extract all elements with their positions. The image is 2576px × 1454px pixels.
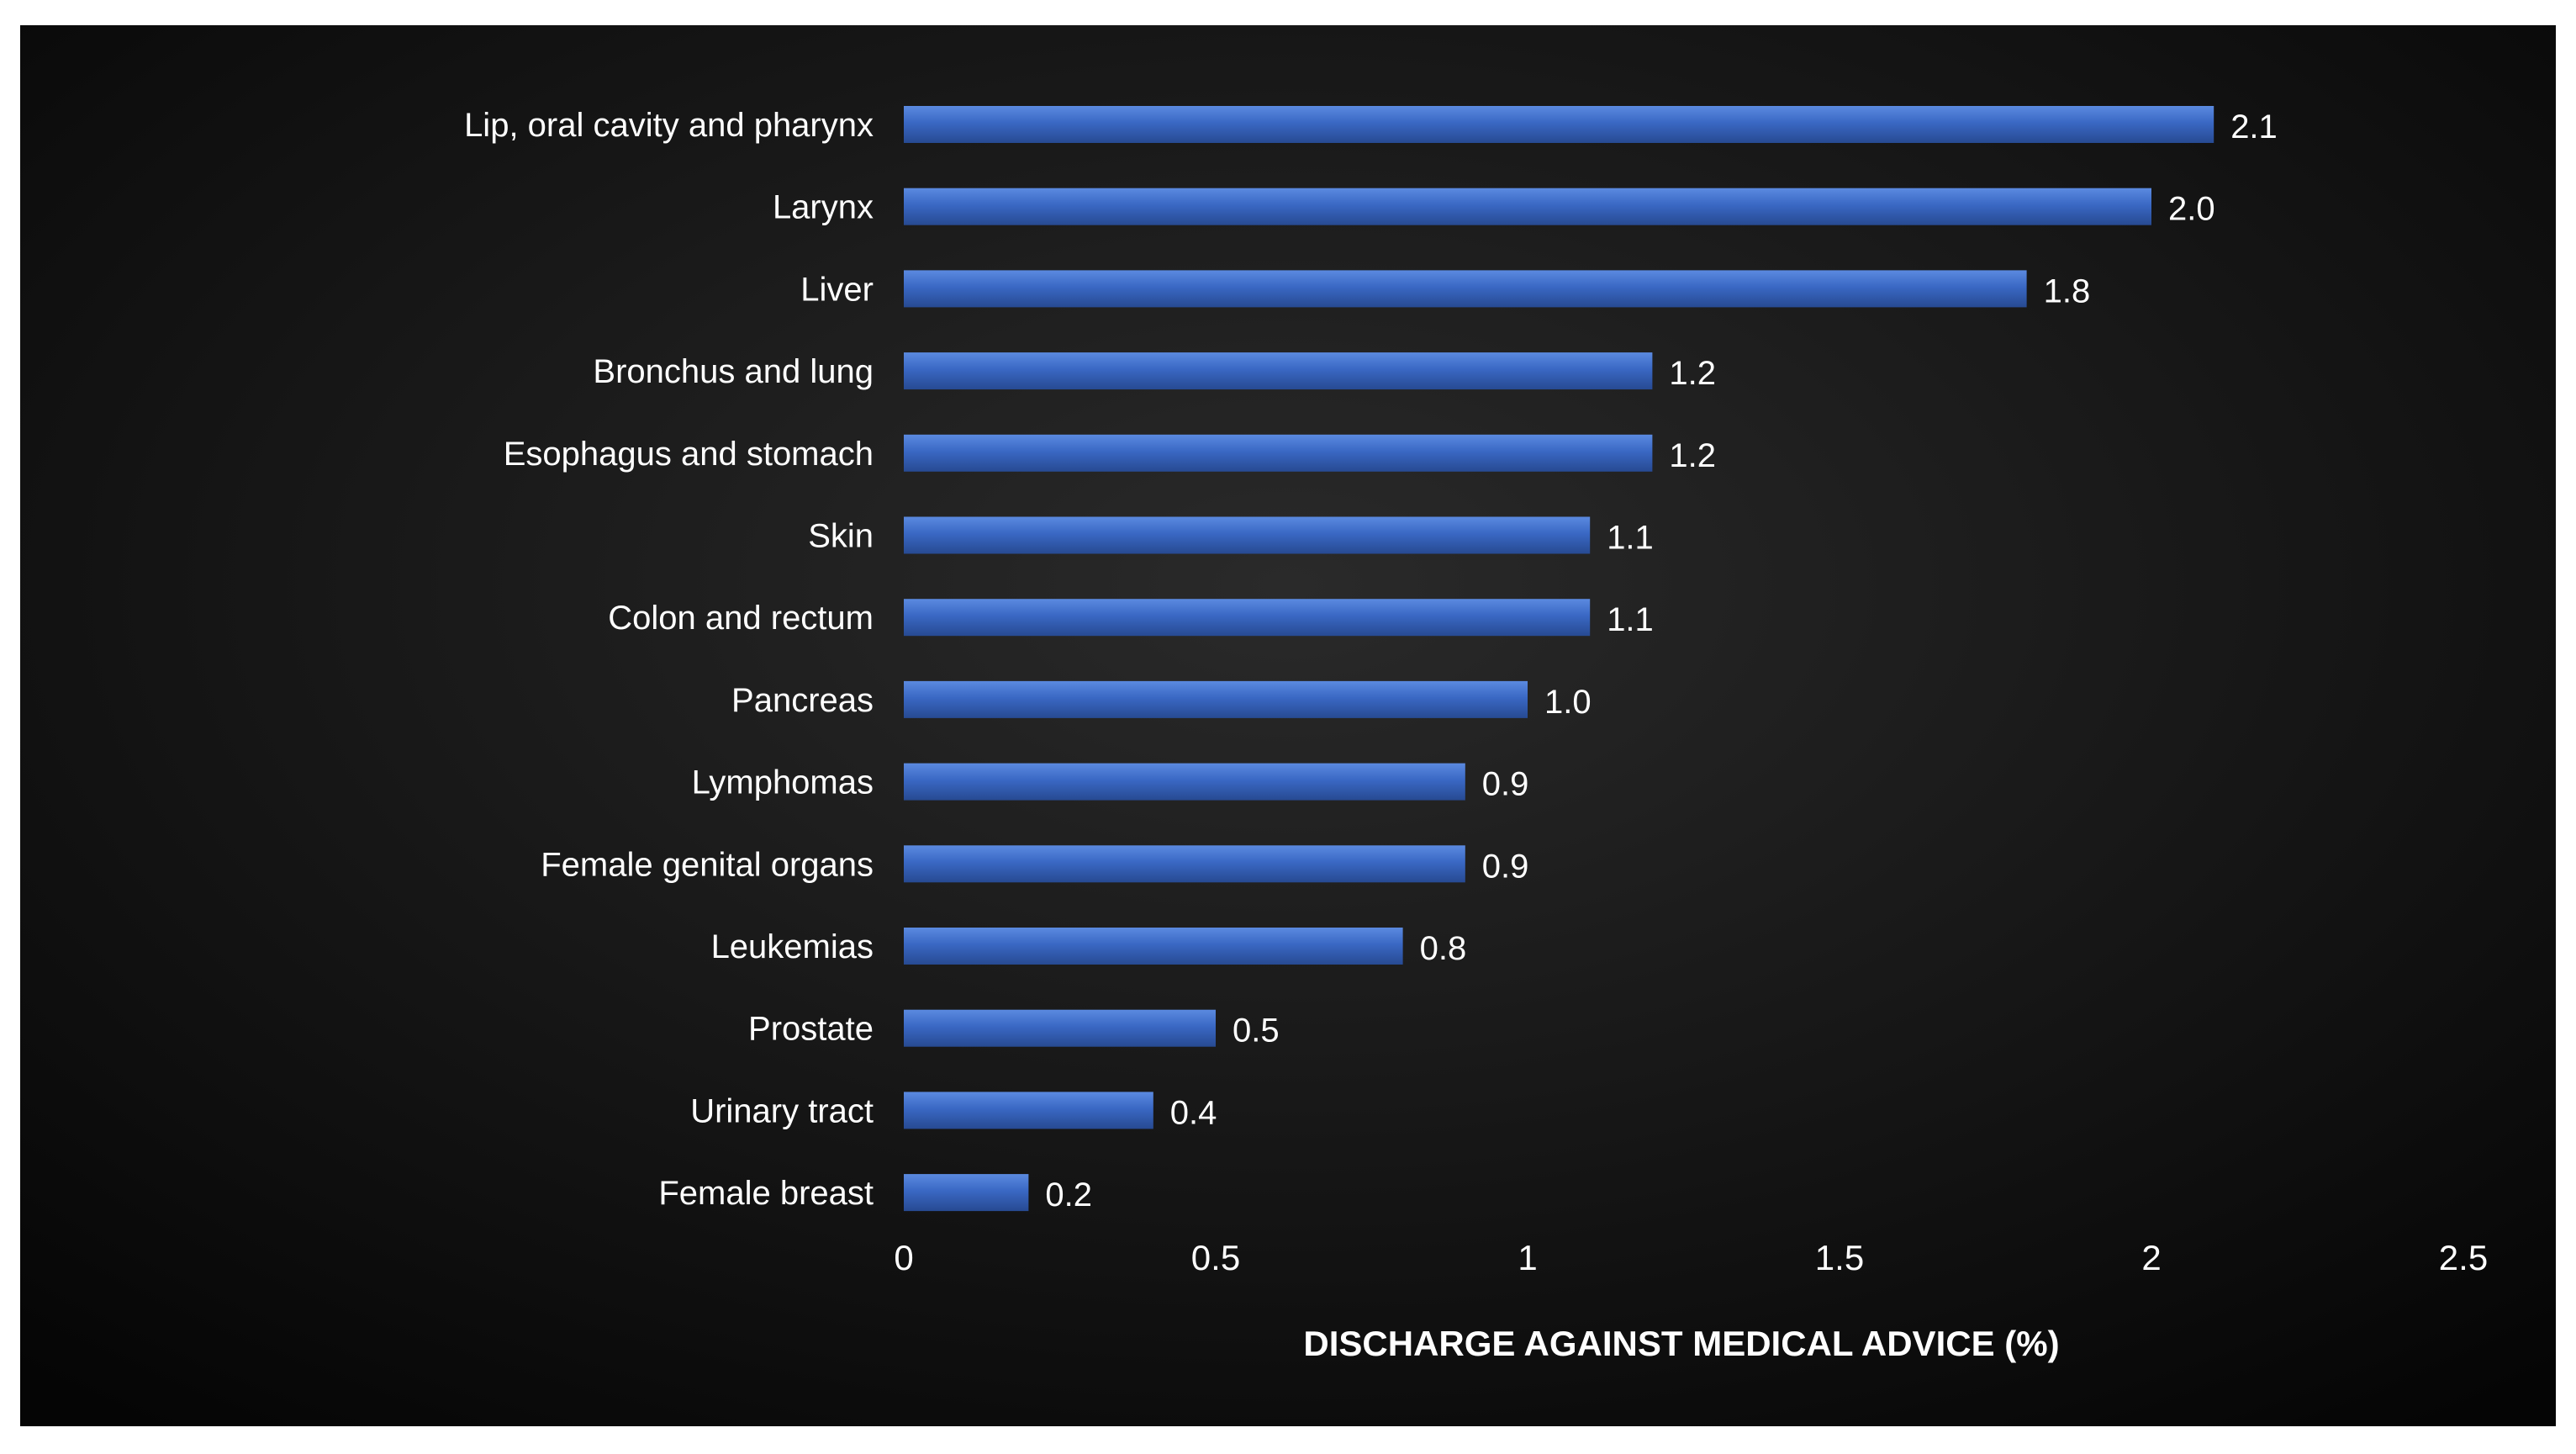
category-label: Lymphomas — [692, 764, 874, 801]
bar — [904, 928, 1403, 965]
data-label: 0.9 — [1482, 766, 1529, 803]
category-label: Urinary tract — [690, 1092, 874, 1129]
category-label: Skin — [808, 518, 874, 555]
data-label: 1.8 — [2044, 272, 2091, 309]
data-label: 0.5 — [1233, 1013, 1280, 1050]
x-tick-label: 0.5 — [1191, 1238, 1240, 1277]
data-label: 1.0 — [1544, 684, 1592, 721]
category-label: Leukemias — [711, 928, 874, 965]
x-tick-label: 2.5 — [2439, 1238, 2488, 1277]
category-label: Liver — [800, 271, 874, 308]
category-label: Larynx — [773, 189, 874, 226]
data-label: 2.1 — [2230, 108, 2278, 145]
data-label: 2.0 — [2168, 191, 2215, 228]
bar — [904, 352, 1653, 390]
bar — [904, 106, 2214, 143]
bar — [904, 680, 1528, 718]
data-label: 0.4 — [1170, 1094, 1217, 1131]
bar — [904, 1174, 1029, 1212]
x-axis-ticks: 0 0.5 1 1.5 2 2.5 — [894, 1238, 2488, 1277]
bar — [904, 599, 1591, 637]
x-axis-title: DISCHARGE AGAINST MEDICAL ADVICE (%) — [1303, 1324, 2059, 1363]
category-label: Esophagus and stomach — [504, 436, 874, 473]
bar — [904, 516, 1591, 554]
x-tick-label: 1.5 — [1815, 1238, 1864, 1277]
bar — [904, 763, 1465, 801]
category-label: Female genital organs — [541, 846, 874, 883]
category-label: Prostate — [748, 1011, 874, 1048]
x-tick-label: 2 — [2141, 1238, 2161, 1277]
category-label: Bronchus and lung — [593, 353, 874, 390]
data-label: 1.1 — [1607, 601, 1654, 638]
category-label: Lip, oral cavity and pharynx — [464, 107, 874, 144]
data-label: 0.2 — [1045, 1176, 1092, 1213]
bar — [904, 434, 1653, 472]
value-labels: 2.1 2.0 1.8 1.2 1.2 1.1 1.1 1.0 0.9 0.9 0.8 0.5 0.4 0… — [1045, 108, 2277, 1213]
bar — [904, 188, 2151, 225]
category-label: Female breast — [658, 1175, 874, 1212]
data-label: 0.9 — [1482, 848, 1529, 885]
data-label: 0.8 — [1420, 930, 1467, 967]
bar — [904, 270, 2027, 308]
category-labels: Lip, oral cavity and pharynx Larynx Liver B… — [464, 107, 874, 1212]
data-label: 1.1 — [1607, 520, 1654, 557]
x-tick-label: 1 — [1518, 1238, 1537, 1277]
category-label: Colon and rectum — [608, 600, 874, 637]
chart-background — [20, 25, 2556, 1426]
bar — [904, 1009, 1216, 1047]
category-label: Pancreas — [731, 682, 874, 719]
data-label: 1.2 — [1669, 437, 1716, 474]
bar — [904, 1092, 1153, 1129]
bar — [904, 845, 1465, 883]
bars-layer — [904, 106, 2214, 1212]
data-label: 1.2 — [1669, 355, 1716, 392]
x-tick-label: 0 — [894, 1238, 913, 1277]
